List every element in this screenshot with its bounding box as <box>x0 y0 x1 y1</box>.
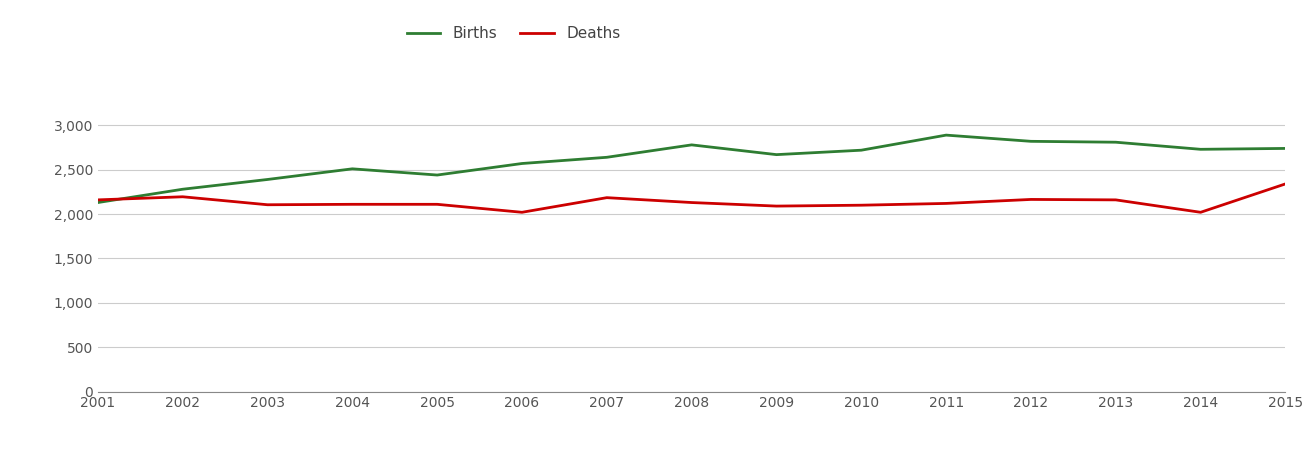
Deaths <box>769 203 784 209</box>
Deaths <box>599 195 615 200</box>
Deaths <box>260 202 275 207</box>
Line: Deaths: Deaths <box>98 184 1285 212</box>
Births <box>1108 140 1124 145</box>
Births <box>345 166 360 171</box>
Deaths <box>684 200 699 205</box>
Births <box>90 200 106 205</box>
Deaths <box>429 202 445 207</box>
Deaths <box>1193 210 1208 215</box>
Deaths <box>1278 181 1293 187</box>
Deaths <box>514 210 530 215</box>
Line: Births: Births <box>98 135 1285 202</box>
Births <box>1278 146 1293 151</box>
Births <box>175 187 191 192</box>
Births <box>1023 139 1039 144</box>
Deaths <box>853 202 869 208</box>
Births <box>938 132 954 138</box>
Births <box>853 148 869 153</box>
Deaths <box>90 197 106 202</box>
Legend: Births, Deaths: Births, Deaths <box>401 20 626 48</box>
Births <box>684 142 699 148</box>
Births <box>599 155 615 160</box>
Births <box>514 161 530 166</box>
Deaths <box>1108 197 1124 202</box>
Deaths <box>1023 197 1039 202</box>
Births <box>1193 147 1208 152</box>
Births <box>429 172 445 178</box>
Deaths <box>938 201 954 206</box>
Births <box>260 177 275 182</box>
Deaths <box>345 202 360 207</box>
Deaths <box>175 194 191 199</box>
Births <box>769 152 784 158</box>
